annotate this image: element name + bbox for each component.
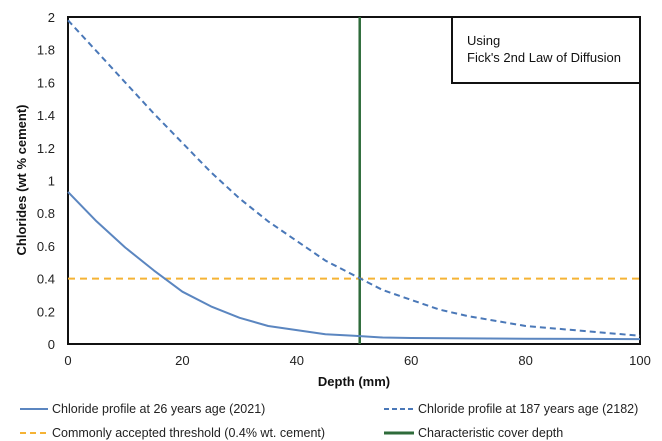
legend-label-threshold: Commonly accepted threshold (0.4% wt. ce… xyxy=(52,426,325,440)
y-tick-label: 1.6 xyxy=(37,75,55,90)
x-tick-label: 80 xyxy=(518,353,532,368)
legend-label-26-years: Chloride profile at 26 years age (2021) xyxy=(52,402,265,416)
x-axis-title: Depth (mm) xyxy=(318,374,390,389)
x-tick-label: 0 xyxy=(64,353,71,368)
y-tick-label: 0.6 xyxy=(37,239,55,254)
x-tick-label: 100 xyxy=(629,353,651,368)
y-axis-title: Chlorides (wt % cement) xyxy=(14,105,29,256)
legend-label-187-years: Chloride profile at 187 years age (2182) xyxy=(418,402,638,416)
y-tick-label: 0.2 xyxy=(37,304,55,319)
series-line-187-years xyxy=(67,19,641,337)
annotation-line-2: Fick's 2nd Law of Diffusion xyxy=(467,50,621,65)
series-line-26-years xyxy=(67,191,641,341)
annotation-box: Using Fick's 2nd Law of Diffusion xyxy=(451,16,641,84)
y-tick-label: 1 xyxy=(48,174,55,189)
legend: Chloride profile at 26 years age (2021) … xyxy=(20,402,638,440)
legend-item-threshold: Commonly accepted threshold (0.4% wt. ce… xyxy=(20,426,325,440)
legend-item-187-years: Chloride profile at 187 years age (2182) xyxy=(384,402,638,416)
y-tick-label: 0.8 xyxy=(37,206,55,221)
x-tick-label: 20 xyxy=(175,353,189,368)
y-tick-label: 2 xyxy=(48,10,55,25)
y-tick-label: 1.2 xyxy=(37,141,55,156)
y-tick-label: 1.4 xyxy=(37,108,55,123)
y-tick-label: 1.8 xyxy=(37,43,55,58)
plot-area-frame xyxy=(67,16,641,345)
legend-item-26-years: Chloride profile at 26 years age (2021) xyxy=(20,402,265,416)
annotation-frame xyxy=(451,16,641,84)
tick-labels: 0 20 40 60 80 100 0 0.2 0.4 0.6 0.8 1 1.2 1.4 1.6 1.8 2 xyxy=(37,10,651,368)
y-tick-label: 0 xyxy=(48,337,55,352)
x-tick-label: 40 xyxy=(290,353,304,368)
legend-label-cover-depth: Characteristic cover depth xyxy=(418,426,563,440)
legend-item-cover-depth: Characteristic cover depth xyxy=(384,426,563,440)
series-layer xyxy=(67,17,641,344)
annotation-line-1: Using xyxy=(467,33,500,48)
y-tick-label: 0.4 xyxy=(37,272,55,287)
x-tick-label: 60 xyxy=(404,353,418,368)
